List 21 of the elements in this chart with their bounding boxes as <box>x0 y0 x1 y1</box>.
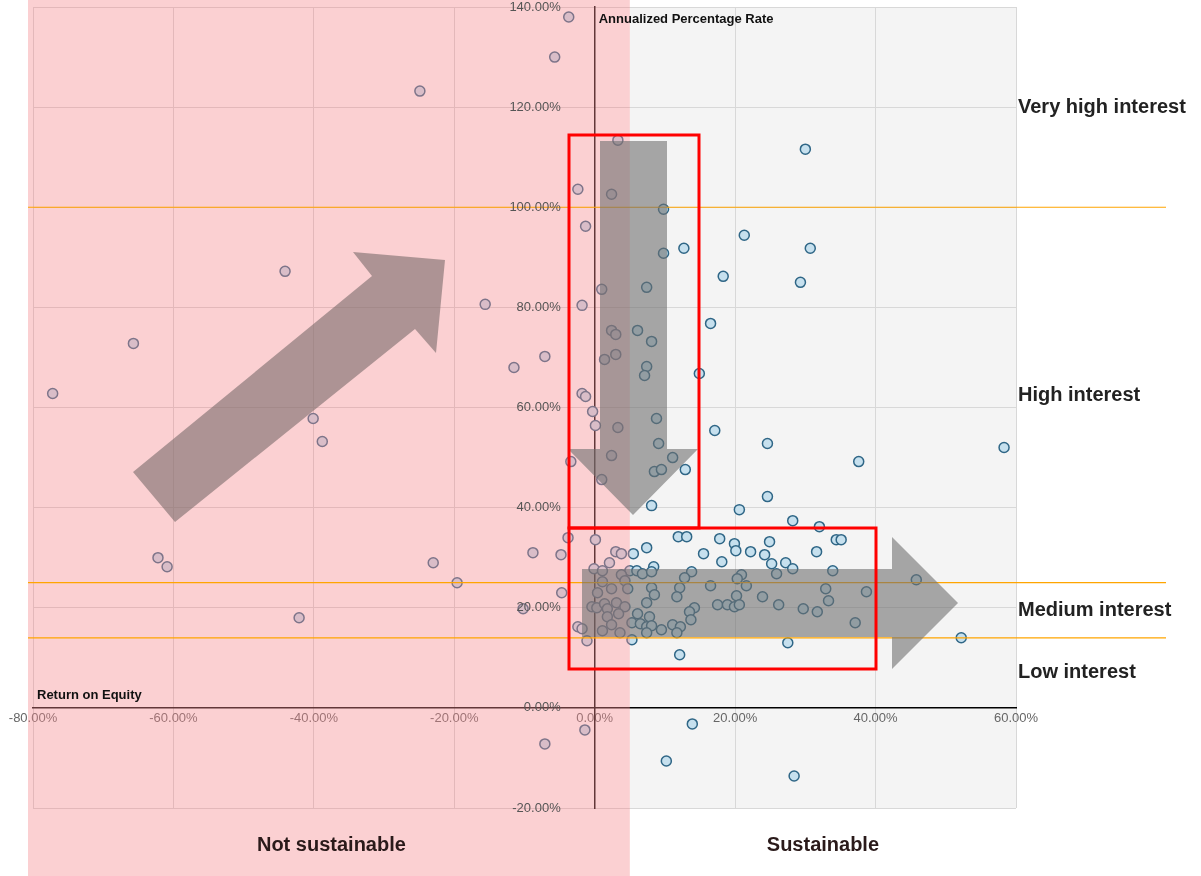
x-tick-label: 60.00% <box>993 710 1039 726</box>
text: Medium interest <box>1018 597 1172 620</box>
y-tick-label: 60.00% <box>516 399 562 415</box>
y-tick-label: -20.00% <box>512 799 562 815</box>
y-tick-label: 80.00% <box>516 298 562 314</box>
text: Very high interest <box>1018 94 1187 117</box>
y-tick-label: 40.00% <box>516 499 562 515</box>
text: High interest <box>1018 382 1141 405</box>
y-tick-label: 140.00% <box>509 0 562 14</box>
y-tick-label: 120.00% <box>509 98 562 114</box>
y-axis-title: Annualized Percentage Rate <box>598 10 774 26</box>
x-tick-label: 20.00% <box>713 710 758 726</box>
band-label: Sustainable <box>766 832 880 855</box>
x-tick-label: -20.00% <box>430 710 479 726</box>
x-tick-label: -80.00% <box>8 710 58 726</box>
text: Low interest <box>1018 660 1137 683</box>
x-tick-label: -60.00% <box>149 710 199 726</box>
band-label: Not sustainable <box>256 832 406 855</box>
x-tick-label: -40.00% <box>289 710 339 726</box>
x-axis-title: Return on Equity <box>37 687 143 703</box>
x-tick-label: 40.00% <box>853 710 899 726</box>
